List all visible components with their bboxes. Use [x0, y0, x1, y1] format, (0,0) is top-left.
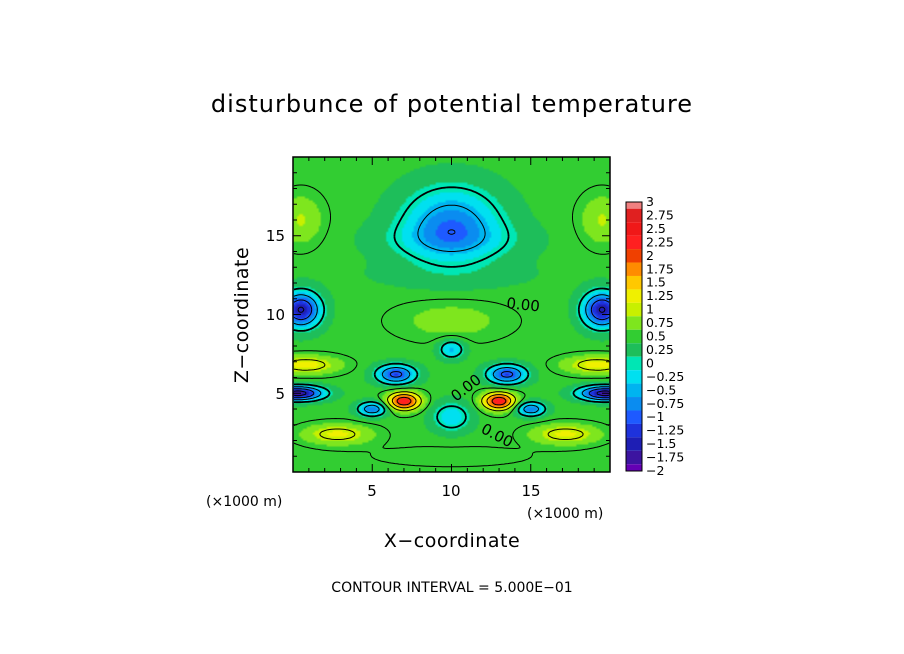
contour-interval-note: CONTOUR INTERVAL = 5.000E−01 — [331, 580, 572, 596]
colorbar — [625, 201, 643, 472]
x-axis-ticks — [308, 157, 595, 472]
colorbar-label: −1.75 — [646, 450, 684, 465]
y-axis-tick-label: 10 — [266, 306, 285, 324]
x-axis-tick-label: 10 — [441, 482, 460, 500]
y-axis-tick-label: 5 — [275, 385, 285, 403]
colorbar-label: 1 — [646, 302, 654, 317]
z-axis-unit: (×1000 m) — [206, 494, 282, 510]
contour-line — [293, 306, 610, 397]
colorbar-swatch — [626, 302, 642, 317]
colorbar-label: 3 — [646, 194, 654, 209]
colorbar-label: −1.25 — [646, 423, 684, 438]
colorbar-label: 2.25 — [646, 234, 674, 249]
colorbar-label: 0 — [646, 355, 654, 370]
colorbar-swatch — [626, 464, 642, 471]
colorbar-swatch — [626, 262, 642, 276]
colorbar-swatch — [626, 249, 642, 263]
colorbar-label: −0.5 — [646, 382, 676, 397]
contour-line — [293, 229, 610, 399]
colorbar-swatch — [626, 370, 642, 384]
colorbar-label: 1.25 — [646, 288, 674, 303]
x-axis-tick-label: 5 — [367, 482, 377, 500]
colorbar-swatch — [626, 343, 642, 357]
colorbar-label: 0.25 — [646, 342, 674, 357]
colorbar-label: −2 — [646, 463, 664, 478]
plot-area — [293, 157, 610, 472]
contour-line — [293, 359, 610, 440]
colorbar-swatch — [626, 437, 642, 451]
x-axis-unit: (×1000 m) — [527, 506, 603, 522]
contour-line — [293, 184, 610, 468]
colorbar-swatch — [626, 397, 642, 411]
contour-line — [293, 186, 610, 429]
colorbar-label: 1.75 — [646, 261, 674, 276]
colorbar-frame — [625, 201, 643, 472]
contour-line — [293, 204, 610, 414]
heatmap-field — [293, 157, 610, 472]
colorbar-swatch — [626, 356, 642, 371]
colorbar-label: 2.5 — [646, 221, 666, 236]
colorbar-swatch — [626, 208, 642, 223]
colorbar-swatch — [626, 275, 642, 290]
colorbar-swatch — [626, 329, 642, 344]
contour-lines — [293, 184, 610, 468]
contour-line — [391, 394, 512, 409]
colorbar-swatch — [626, 289, 642, 303]
colorbar-swatch — [626, 222, 642, 236]
colorbar-swatch — [626, 383, 642, 398]
colorbar-label: −0.25 — [646, 369, 684, 384]
colorbar-labels: 32.752.52.2521.751.51.2510.750.50.250−0.… — [646, 194, 684, 478]
y-axis-tick-label: 15 — [266, 227, 285, 245]
contour-label: 0.00 — [506, 294, 541, 315]
colorbar-swatch — [626, 423, 642, 438]
colorbar-label: −1 — [646, 409, 664, 424]
chart-title: disturbunce of potential temperature — [211, 90, 693, 118]
contour-line — [396, 396, 507, 406]
x-axis-label: X−coordinate — [384, 530, 520, 552]
x-axis-tick-label: 15 — [521, 482, 540, 500]
colorbar-label: 0.5 — [646, 329, 666, 344]
colorbar-label: 2.75 — [646, 207, 674, 222]
y-axis-label: Z−coordinate — [231, 247, 253, 383]
colorbar-swatch — [626, 450, 642, 465]
colorbar-swatch — [626, 202, 642, 209]
y-axis-ticks — [293, 172, 610, 457]
colorbar-swatch — [626, 235, 642, 250]
colorbar-label: 2 — [646, 248, 654, 263]
colorbar-label: −0.75 — [646, 396, 684, 411]
colorbar-label: 1.5 — [646, 275, 666, 290]
colorbar-label: −1.5 — [646, 436, 676, 451]
colorbar-label: 0.75 — [646, 315, 674, 330]
colorbar-swatch — [626, 316, 642, 330]
colorbar-swatch — [626, 410, 642, 424]
